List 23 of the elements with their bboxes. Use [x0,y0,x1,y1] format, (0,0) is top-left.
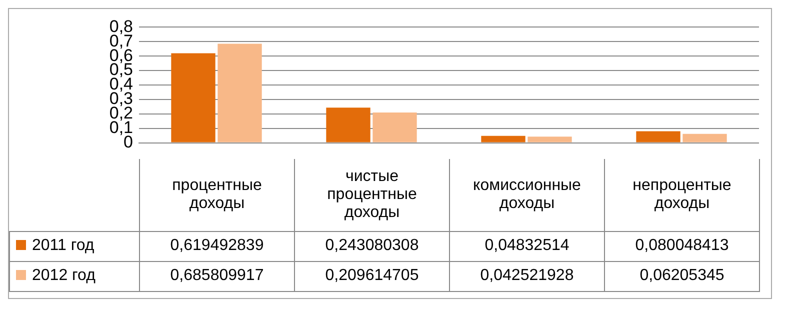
x-tick-label: чистые процентные доходы [294,159,450,231]
data-label: 0,04832514 [450,231,604,261]
y-tick-label: 0 [124,132,133,152]
bar [218,44,262,142]
x-tick-label: непроцентые доходы [604,159,760,231]
x-tick-label: комиссионные доходы [450,159,604,231]
data-label: 0,080048413 [604,231,760,261]
legend-label: 2012 год [10,261,140,291]
data-label: 0,243080308 [294,231,450,261]
data-label: 0,06205345 [604,261,760,291]
bar [372,112,417,142]
data-label: 0,685809917 [140,261,294,291]
data-label: 0,042521928 [450,261,604,291]
data-label: 0,619492839 [140,231,294,261]
data-label: 0,209614705 [294,261,450,291]
bar [481,136,526,142]
bar [326,108,370,142]
legend-label: 2011 год [10,231,140,261]
x-tick-label: процентные доходы [140,159,294,231]
bar [171,53,216,142]
bar [682,134,727,142]
bar [528,136,572,142]
bar [636,131,680,142]
